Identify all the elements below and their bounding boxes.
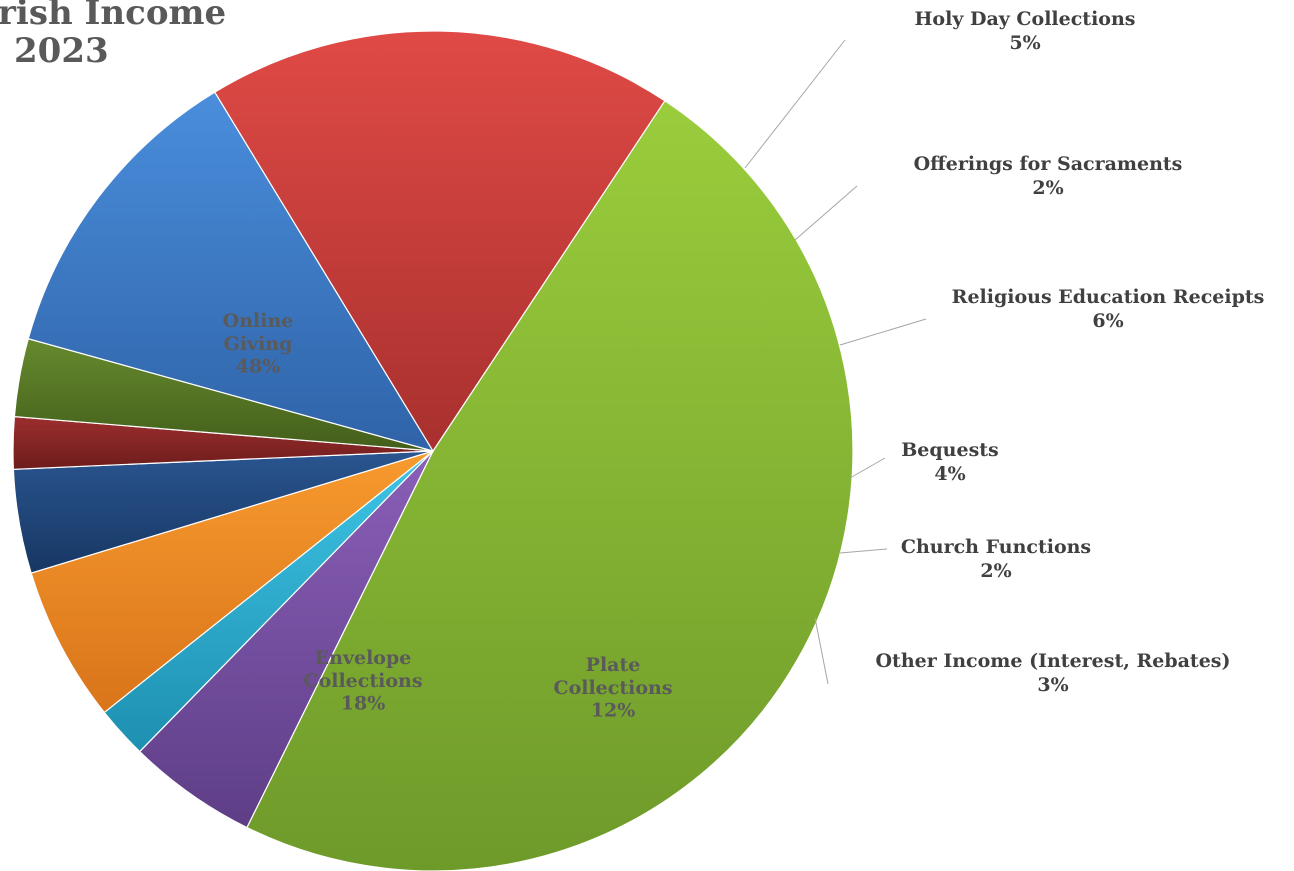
pie-slice-envelope-collections — [213, 30, 666, 453]
chart-title-line-1: rish Income — [0, 0, 226, 33]
data-label-church-functions: Church Functions 2% — [901, 536, 1091, 582]
pie-slice-plate-collections — [27, 91, 435, 452]
leader-line-other-income-interest-rebates — [814, 617, 829, 685]
chart-title-line-2: 2023 — [14, 31, 109, 71]
data-label-bequests: Bequests 4% — [901, 439, 999, 485]
data-label-holy-day-collections: Holy Day Collections 5% — [914, 8, 1135, 54]
slice-labels: Online Giving 48% Holy Day Collections 5% Off… — [223, 8, 1265, 722]
leader-line-bequests — [849, 457, 886, 479]
data-label-envelope-collections: Envelope Collections 18% — [303, 647, 422, 715]
chart-title: rish Income 2023 — [0, 0, 226, 71]
leader-lines — [744, 39, 927, 685]
data-label-religious-education-receipts: Religious Education Receipts 6% — [952, 286, 1265, 332]
data-label-offerings-for-sacraments: Offerings for Sacraments 2% — [914, 153, 1183, 199]
leader-line-church-functions — [839, 548, 888, 554]
data-label-other-income-interest-rebates: Other Income (Interest, Rebates) 3% — [876, 650, 1231, 696]
leader-line-religious-education-receipts — [839, 318, 927, 346]
leader-line-holy-day-collections — [744, 39, 846, 169]
pie-slice-religious-education-receipts — [30, 450, 434, 714]
data-label-plate-collections: Plate Collections 12% — [553, 654, 672, 722]
data-label-online-giving: Online Giving 48% — [223, 310, 294, 378]
leader-line-offerings-for-sacraments — [794, 185, 858, 241]
pie-slices — [12, 30, 854, 871]
